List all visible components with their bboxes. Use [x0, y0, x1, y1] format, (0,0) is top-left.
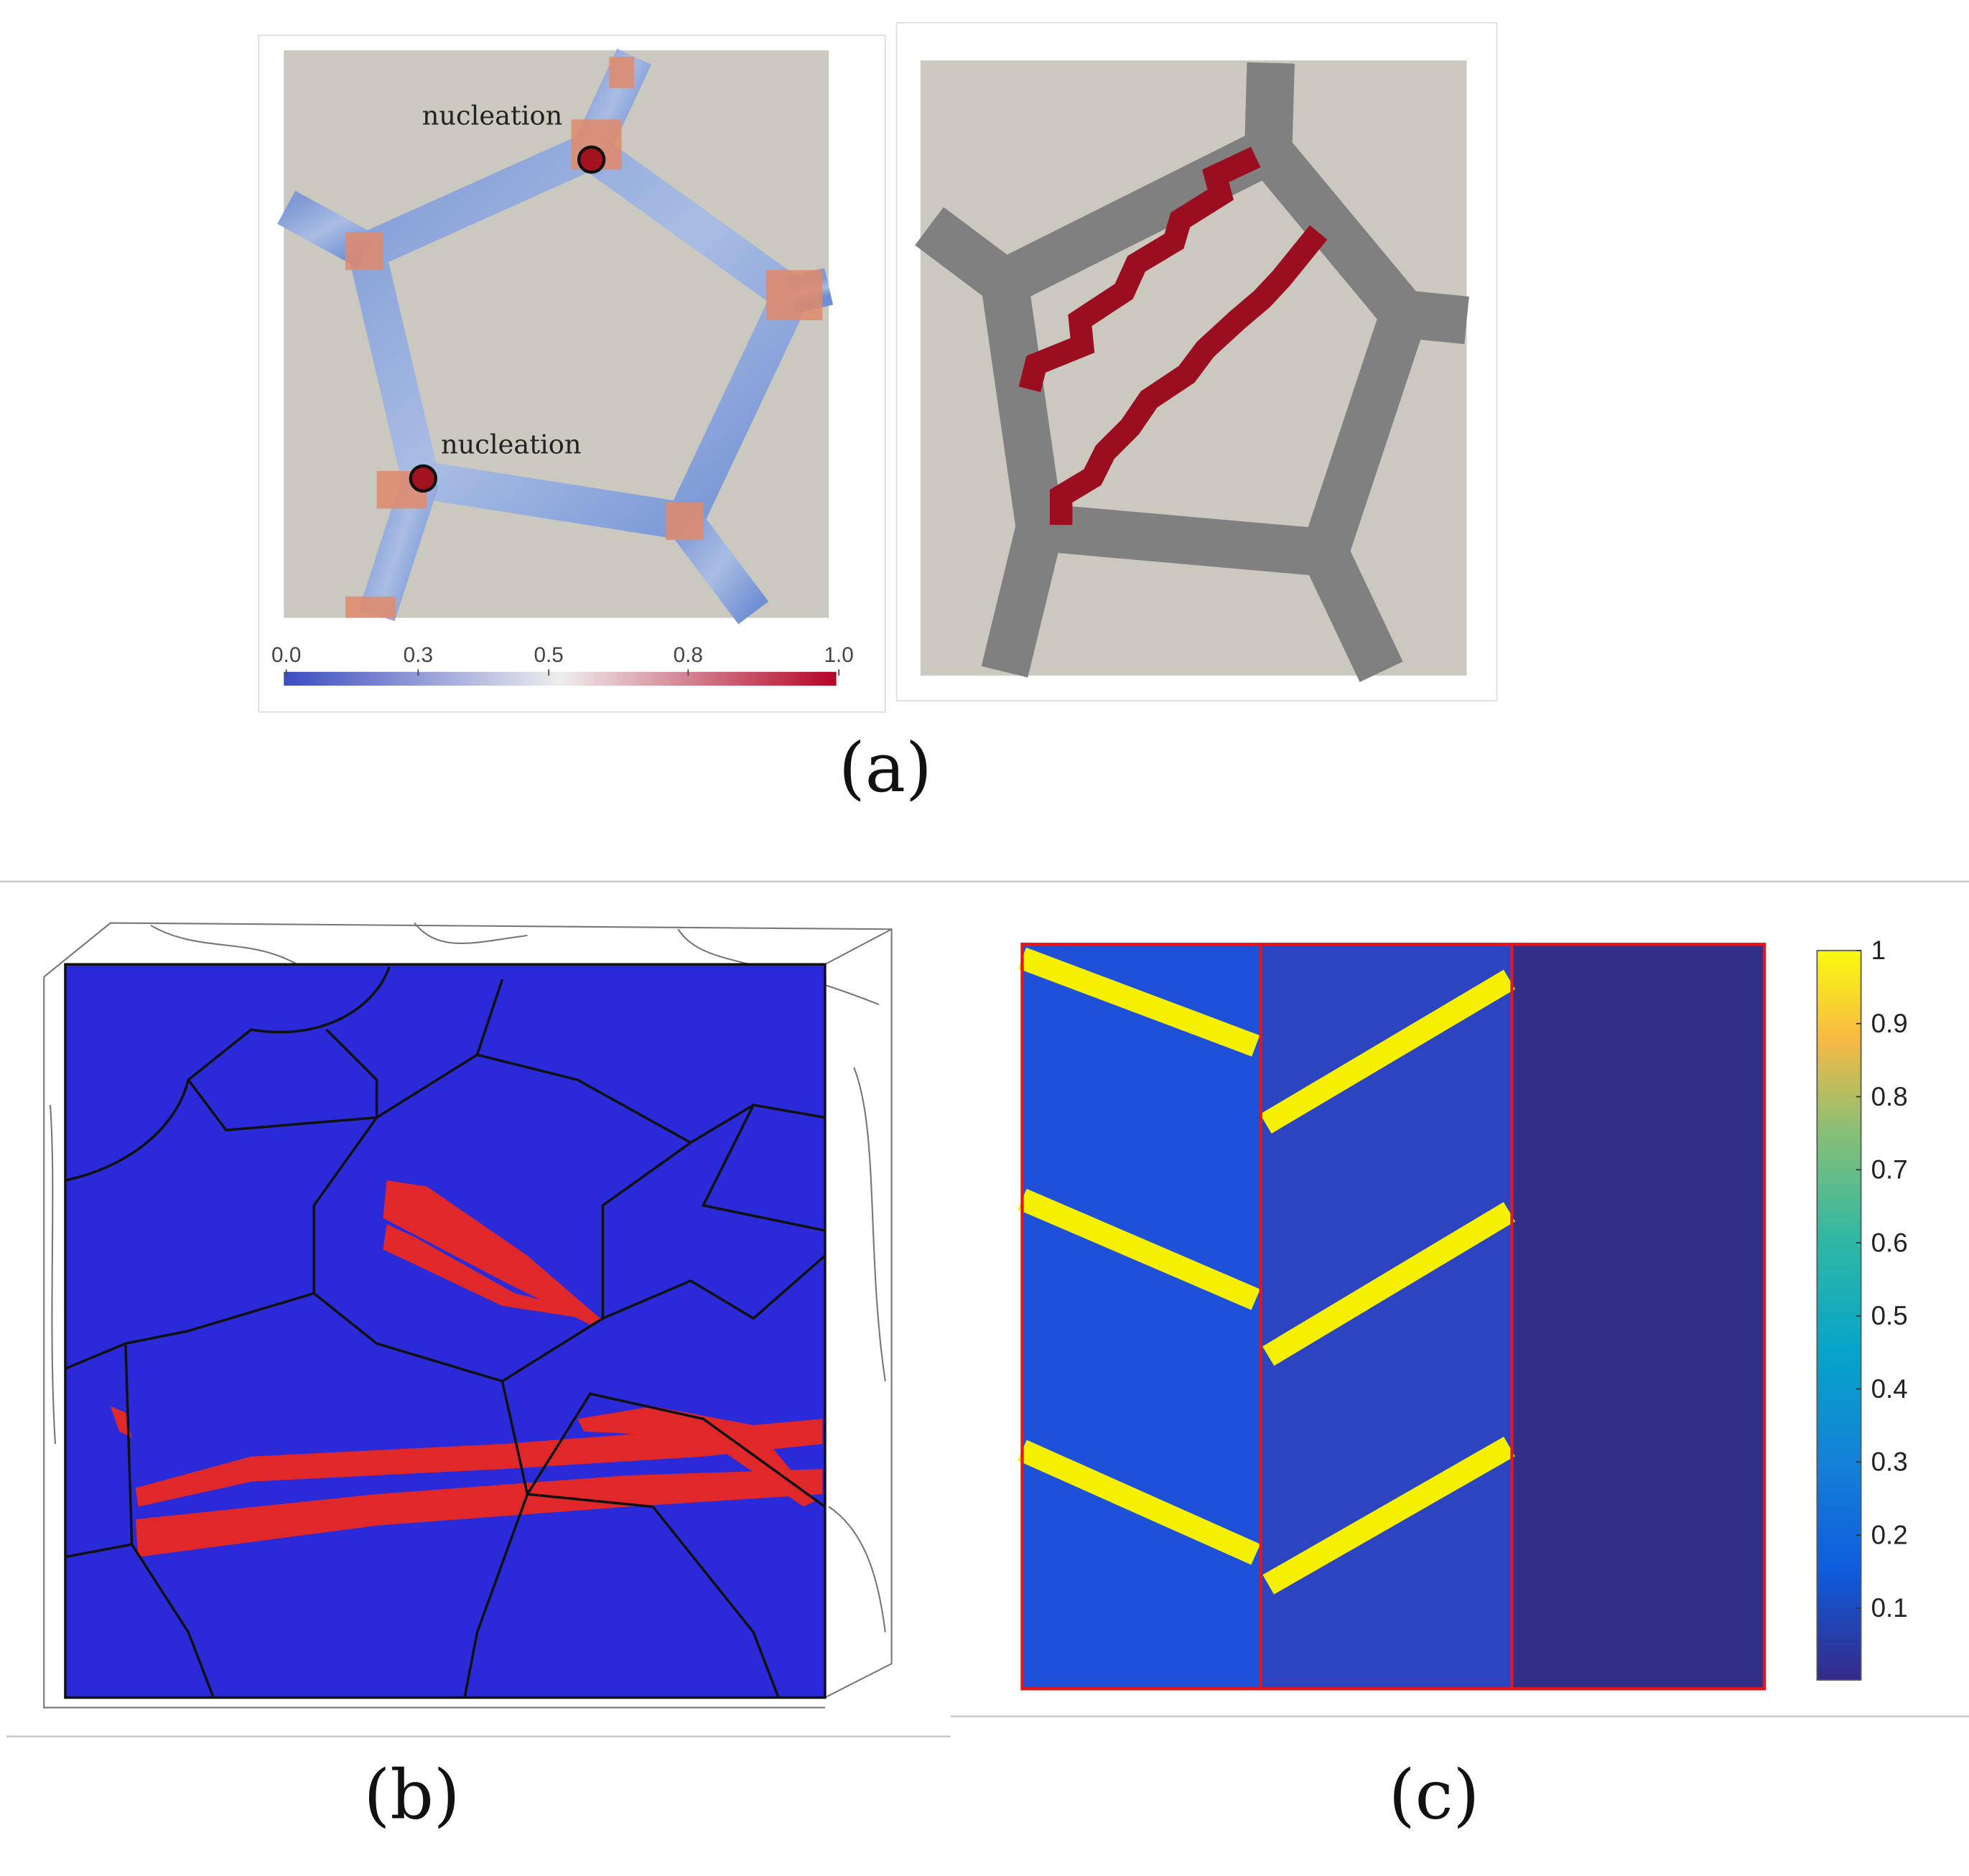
colorbar-tick-label: 0.6: [1871, 1228, 1908, 1257]
box-wireframe: [43, 922, 893, 1709]
colorbar-tick-label: 0.2: [1871, 1520, 1908, 1549]
colorbar-tick-label: 0.1: [1871, 1593, 1908, 1623]
colorbar-tick-label: 0.7: [1871, 1155, 1908, 1185]
panel-label: (c): [1389, 1755, 1480, 1834]
column: [1512, 944, 1764, 1689]
annotation: nucleation: [422, 100, 562, 131]
colorbar-tick-label: 0.8: [674, 643, 703, 667]
twin-bands: [110, 1180, 823, 1557]
column: [1022, 944, 1261, 1689]
colorbar-tick-label: 1.0: [824, 643, 853, 667]
colorbar-tick-label: 0.3: [404, 643, 433, 667]
colorbar-tick-label: 1: [1871, 935, 1886, 965]
nucleation-markers: [409, 145, 606, 493]
colorbar: [284, 671, 837, 686]
colorbar-tick-label: 0.3: [1871, 1447, 1908, 1477]
colorbar: [1816, 950, 1862, 1681]
colorbar-tick-label: 0.5: [534, 643, 564, 667]
panel-a-right: [895, 22, 1498, 701]
panel-a-left: nucleation nucleation 0.0 0.3 0.5 0.8 1.0: [258, 34, 886, 713]
panel-b: [43, 922, 893, 1709]
twin-bands: [1018, 947, 1516, 1595]
panel-label: (a): [839, 729, 932, 808]
panel-label: (b): [364, 1755, 460, 1834]
column-borders: [1020, 943, 1766, 1691]
annotation: nucleation: [441, 429, 581, 459]
grain-boundaries: [65, 966, 827, 1699]
grain-boundaries: [915, 62, 1469, 682]
panel-c: 1 0.9 0.8 0.7 0.6 0.5 0.4 0.3 0.2 0.1: [1018, 935, 1908, 1691]
colorbar-tick-label: 0.9: [1871, 1009, 1908, 1038]
colorbar-tick-label: 0.8: [1871, 1082, 1908, 1111]
colorbar-tick-label: 0.5: [1871, 1301, 1908, 1330]
colorbar-tick-label: 0.4: [1871, 1374, 1908, 1404]
twins: [1018, 146, 1328, 526]
colorbar-tick-label: 0.0: [271, 643, 301, 667]
domain: [284, 50, 829, 618]
